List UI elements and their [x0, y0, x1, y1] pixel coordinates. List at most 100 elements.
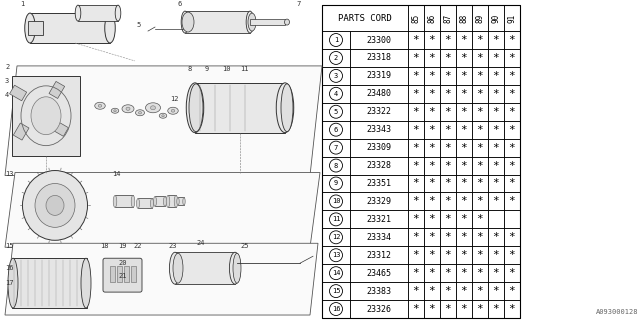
Text: 2: 2 — [334, 55, 338, 61]
Bar — [322, 121, 350, 139]
Bar — [408, 300, 424, 318]
Text: *: * — [413, 35, 419, 45]
Bar — [488, 192, 504, 210]
Bar — [488, 246, 504, 264]
Text: 6: 6 — [334, 127, 338, 133]
Ellipse shape — [131, 196, 135, 207]
Text: *: * — [429, 143, 435, 153]
Bar — [408, 103, 424, 121]
Text: *: * — [461, 196, 467, 206]
Text: *: * — [477, 71, 483, 81]
Ellipse shape — [136, 110, 145, 116]
Text: *: * — [493, 179, 499, 188]
Bar — [504, 156, 520, 174]
Bar — [488, 210, 504, 228]
Text: 6: 6 — [178, 1, 182, 7]
Text: *: * — [493, 107, 499, 117]
Text: 90: 90 — [492, 13, 500, 23]
Bar — [472, 5, 488, 31]
Bar — [115, 196, 133, 207]
Ellipse shape — [111, 108, 119, 113]
Text: *: * — [461, 304, 467, 314]
Bar — [350, 228, 408, 246]
Bar — [504, 85, 520, 103]
Text: 16: 16 — [332, 306, 340, 312]
Bar — [504, 282, 520, 300]
Ellipse shape — [35, 183, 75, 227]
Text: *: * — [509, 71, 515, 81]
Bar — [472, 103, 488, 121]
Text: *: * — [477, 143, 483, 153]
Ellipse shape — [114, 110, 116, 112]
Text: *: * — [445, 268, 451, 278]
Bar — [350, 300, 408, 318]
Bar — [504, 210, 520, 228]
Text: 23328: 23328 — [367, 161, 392, 170]
Ellipse shape — [173, 253, 183, 283]
Bar — [472, 31, 488, 49]
Bar — [488, 121, 504, 139]
Bar — [424, 139, 440, 156]
Bar — [440, 103, 456, 121]
Ellipse shape — [162, 115, 164, 117]
Text: *: * — [477, 89, 483, 99]
Bar — [131, 266, 136, 282]
Text: *: * — [461, 107, 467, 117]
Bar — [322, 300, 350, 318]
Ellipse shape — [276, 83, 294, 133]
Ellipse shape — [113, 196, 117, 207]
Text: *: * — [413, 304, 419, 314]
Bar — [168, 196, 176, 207]
Bar — [472, 192, 488, 210]
Text: *: * — [445, 125, 451, 135]
Ellipse shape — [8, 258, 18, 308]
Text: *: * — [461, 232, 467, 242]
Bar — [408, 210, 424, 228]
Polygon shape — [5, 66, 322, 176]
Ellipse shape — [159, 113, 167, 118]
Bar — [350, 139, 408, 156]
FancyBboxPatch shape — [103, 258, 142, 292]
Text: 23: 23 — [168, 243, 177, 249]
Bar — [456, 67, 472, 85]
Text: 1: 1 — [20, 1, 24, 7]
Ellipse shape — [170, 252, 180, 284]
Bar — [440, 156, 456, 174]
Bar — [408, 192, 424, 210]
Text: 15: 15 — [332, 288, 340, 294]
Bar — [504, 49, 520, 67]
Bar — [488, 282, 504, 300]
Text: *: * — [461, 214, 467, 224]
Bar — [456, 228, 472, 246]
Bar — [322, 67, 350, 85]
Text: 10: 10 — [332, 198, 340, 204]
Bar — [472, 264, 488, 282]
Bar — [408, 264, 424, 282]
Bar — [456, 300, 472, 318]
Text: 85: 85 — [412, 13, 420, 23]
Bar — [322, 103, 350, 121]
Text: *: * — [477, 35, 483, 45]
Ellipse shape — [229, 252, 241, 284]
Text: 3: 3 — [334, 73, 338, 79]
Bar — [440, 121, 456, 139]
Polygon shape — [5, 172, 320, 247]
Text: 3: 3 — [5, 78, 9, 84]
Text: *: * — [429, 125, 435, 135]
Bar — [195, 83, 285, 133]
Ellipse shape — [95, 102, 105, 109]
Text: *: * — [429, 161, 435, 171]
Bar — [424, 67, 440, 85]
Bar — [175, 252, 235, 284]
Bar — [424, 121, 440, 139]
Text: *: * — [509, 53, 515, 63]
Bar — [10, 85, 27, 101]
Text: *: * — [445, 71, 451, 81]
Bar — [28, 21, 43, 35]
Bar — [408, 228, 424, 246]
Bar — [350, 67, 408, 85]
Text: 15: 15 — [5, 243, 13, 249]
Ellipse shape — [31, 97, 61, 135]
Text: 9: 9 — [334, 180, 338, 187]
Text: *: * — [429, 53, 435, 63]
